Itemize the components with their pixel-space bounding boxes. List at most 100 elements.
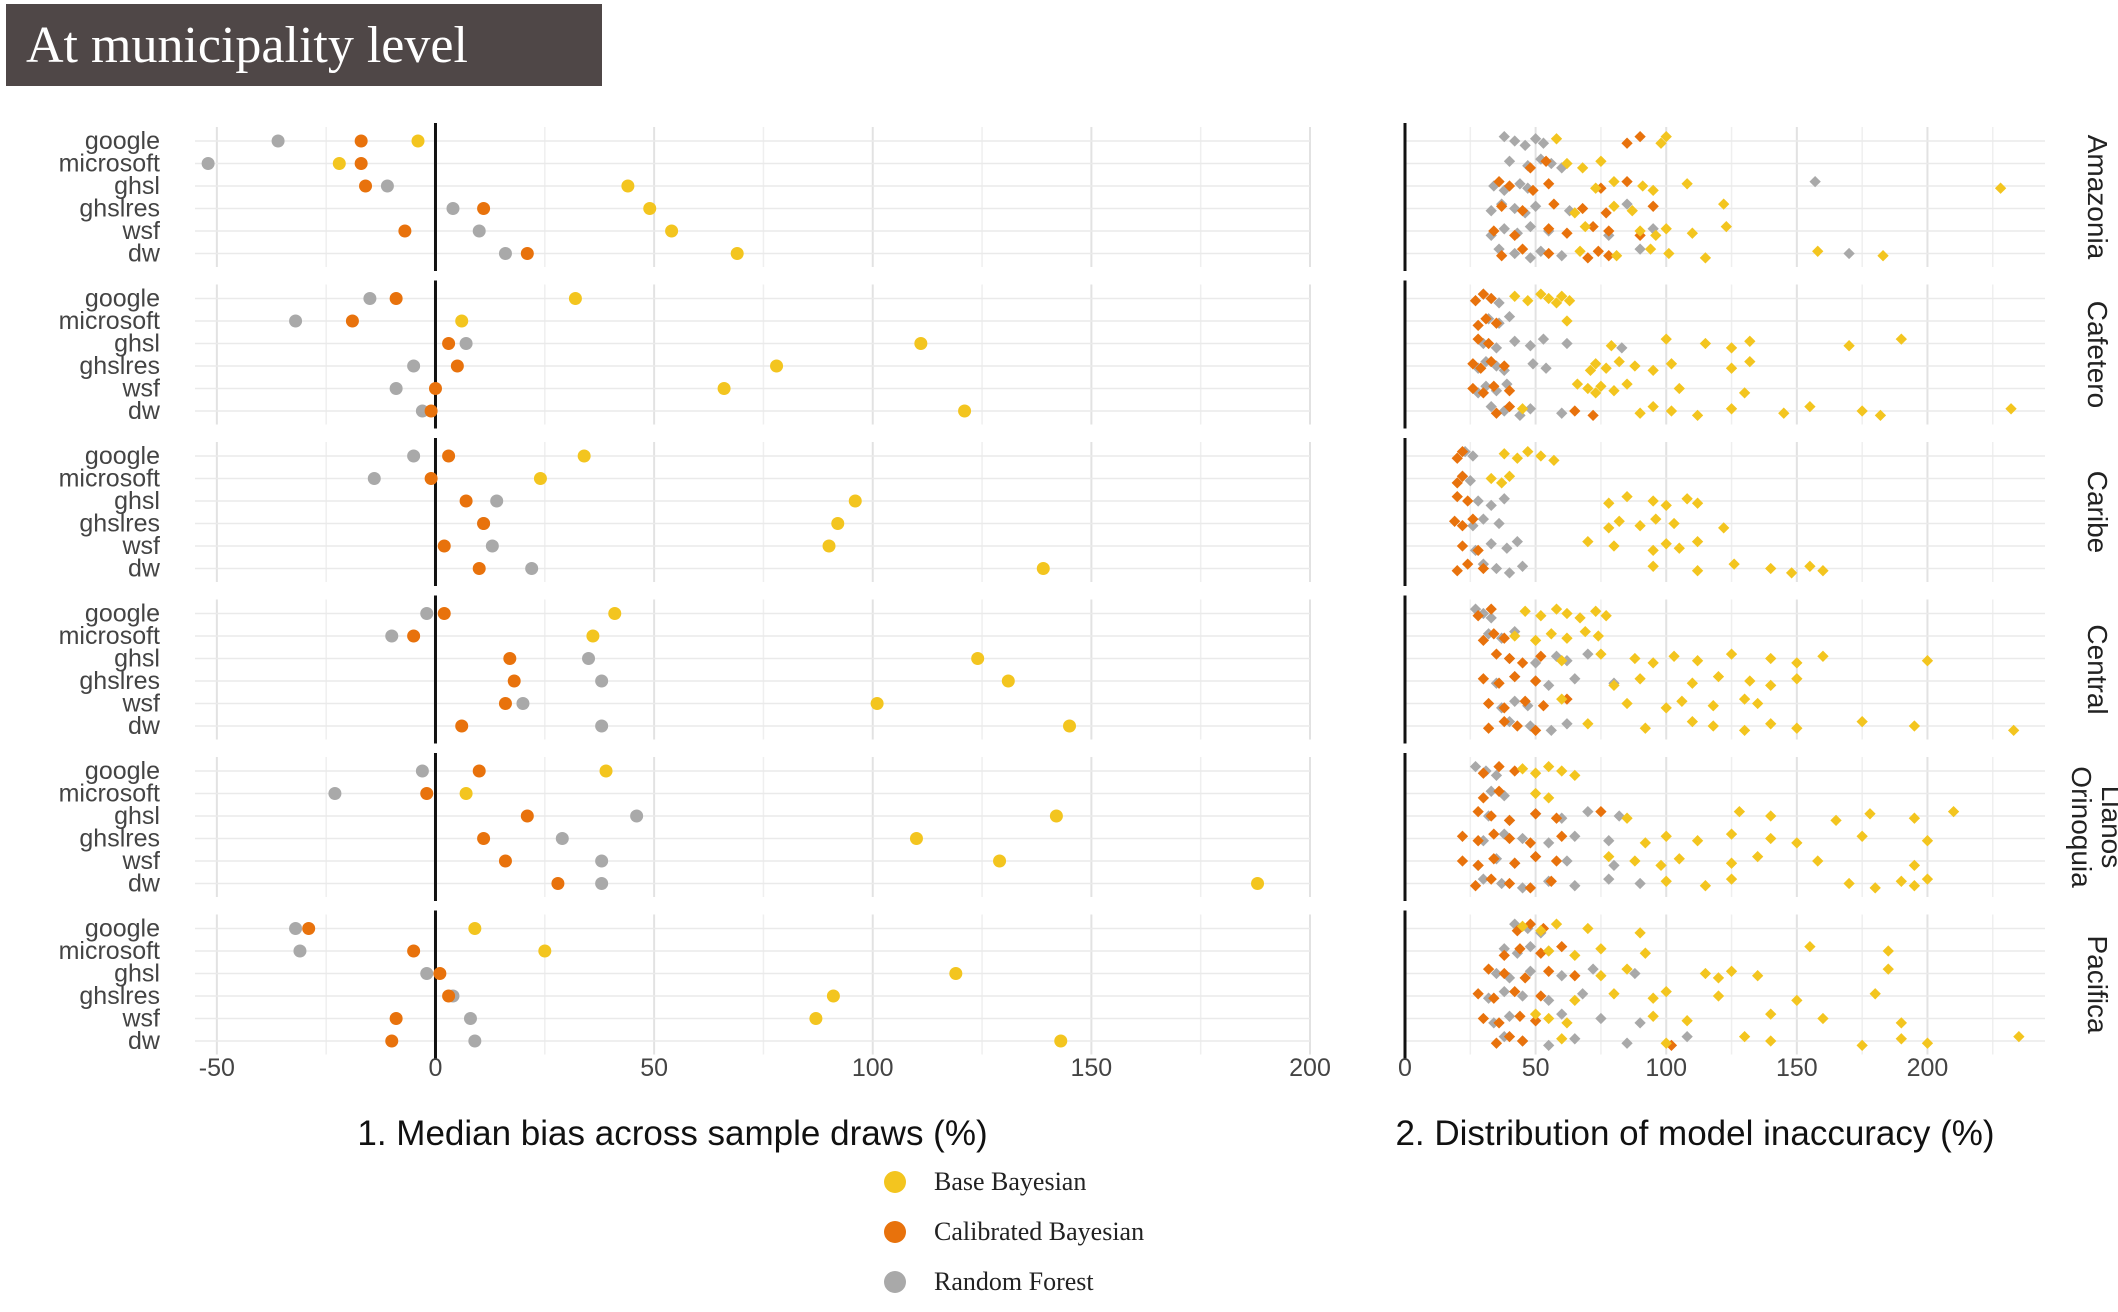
data-point-calibrated-bayesian	[1477, 673, 1490, 685]
data-point-calibrated-bayesian	[1488, 380, 1500, 392]
legend-label-random-forest: Random Forest	[934, 1267, 1094, 1296]
data-point-calibrated-bayesian	[442, 449, 456, 463]
data-point-calibrated-bayesian	[459, 494, 473, 508]
category-label: ghsl	[114, 487, 160, 515]
data-point-base-bayesian	[1639, 837, 1651, 849]
data-point-base-bayesian	[1856, 715, 1868, 728]
data-point-base-bayesian	[1535, 610, 1547, 622]
data-point-base-bayesian	[1691, 535, 1704, 548]
data-point-calibrated-bayesian	[1543, 965, 1555, 977]
category-label: dw	[128, 397, 161, 425]
data-point-base-bayesian	[1691, 835, 1704, 847]
data-point-calibrated-bayesian	[1462, 495, 1474, 507]
data-point-random-forest	[490, 494, 504, 508]
data-point-base-bayesian	[1699, 967, 1712, 980]
data-point-base-bayesian	[1856, 830, 1868, 842]
data-point-calibrated-bayesian	[1556, 940, 1568, 953]
data-point-base-bayesian	[1660, 499, 1672, 512]
x-tick-label: 150	[1071, 1054, 1113, 1082]
category-label: ghslres	[79, 195, 160, 223]
data-point-calibrated-bayesian	[1634, 130, 1646, 143]
category-label: dw	[128, 870, 161, 898]
data-point-calibrated-bayesian	[345, 314, 359, 328]
data-point-base-bayesian	[1725, 965, 1738, 977]
data-point-calibrated-bayesian	[1529, 724, 1542, 737]
data-point-base-bayesian	[1804, 400, 1816, 413]
data-point-base-bayesian	[1738, 724, 1751, 737]
data-point-base-bayesian	[1660, 1037, 1672, 1049]
data-point-base-bayesian	[1535, 288, 1547, 300]
data-point-random-forest	[367, 472, 381, 485]
data-point-calibrated-bayesian	[407, 944, 421, 958]
data-point-base-bayesian	[1686, 677, 1699, 689]
data-point-random-forest	[555, 832, 569, 845]
data-point-calibrated-bayesian	[1498, 967, 1510, 980]
data-point-base-bayesian	[914, 337, 928, 350]
data-point-random-forest	[1543, 994, 1555, 1007]
data-point-calibrated-bayesian	[1537, 700, 1550, 712]
data-point-random-forest	[1809, 175, 1821, 188]
data-point-base-bayesian	[1882, 963, 1894, 975]
data-point-random-forest	[385, 629, 399, 643]
data-point-random-forest	[1498, 943, 1510, 955]
data-point-calibrated-bayesian	[1509, 857, 1521, 869]
data-point-calibrated-bayesian	[1524, 837, 1537, 849]
data-point-base-bayesian	[1744, 355, 1756, 368]
data-point-base-bayesian	[1751, 697, 1764, 710]
data-point-random-forest	[407, 449, 421, 463]
data-point-base-bayesian	[1712, 990, 1725, 1002]
data-point-random-forest	[1524, 965, 1537, 977]
data-point-calibrated-bayesian	[1482, 337, 1495, 350]
category-label: dw	[128, 1027, 161, 1055]
facet-label: Amazonia	[2082, 135, 2113, 260]
data-point-calibrated-bayesian	[1472, 859, 1484, 872]
data-point-calibrated-bayesian	[1488, 225, 1500, 237]
data-point-random-forest	[1493, 297, 1505, 309]
data-point-base-bayesian	[1791, 657, 1803, 669]
data-point-base-bayesian	[1785, 567, 1798, 579]
data-point-random-forest	[1490, 769, 1503, 782]
data-point-base-bayesian	[1673, 542, 1685, 554]
data-point-base-bayesian	[1660, 538, 1672, 550]
data-point-random-forest	[1543, 837, 1555, 849]
data-point-base-bayesian	[1668, 517, 1680, 530]
data-point-calibrated-bayesian	[1451, 477, 1463, 489]
data-point-base-bayesian	[1543, 945, 1555, 957]
data-point-random-forest	[1498, 223, 1510, 235]
data-point-base-bayesian	[1545, 628, 1557, 640]
data-point-calibrated-bayesian	[1509, 229, 1521, 242]
data-point-random-forest	[1503, 310, 1516, 323]
data-point-base-bayesian	[411, 134, 425, 148]
data-point-calibrated-bayesian	[1503, 400, 1516, 413]
data-point-base-bayesian	[1908, 812, 1921, 824]
data-point-random-forest	[1519, 139, 1531, 152]
data-point-random-forest	[1621, 198, 1633, 210]
data-point-calibrated-bayesian	[1498, 360, 1510, 372]
data-point-base-bayesian	[1817, 565, 1829, 577]
data-point-calibrated-bayesian	[1524, 882, 1537, 894]
data-point-random-forest	[630, 809, 644, 823]
data-point-calibrated-bayesian	[1569, 405, 1581, 417]
data-point-base-bayesian	[1673, 382, 1685, 395]
data-point-base-bayesian	[1621, 490, 1633, 503]
data-point-base-bayesian	[1574, 612, 1586, 624]
data-point-random-forest	[1524, 340, 1537, 352]
data-point-random-forest	[525, 562, 539, 575]
data-point-base-bayesian	[1647, 657, 1659, 669]
data-point-calibrated-bayesian	[1600, 207, 1612, 219]
data-point-calibrated-bayesian	[1503, 385, 1516, 397]
data-point-calibrated-bayesian	[1509, 670, 1521, 683]
data-point-calibrated-bayesian	[420, 787, 434, 800]
data-point-random-forest	[595, 877, 609, 890]
data-point-calibrated-bayesian	[1467, 513, 1479, 525]
data-point-base-bayesian	[1744, 675, 1756, 687]
data-point-base-bayesian	[1655, 859, 1667, 872]
data-point-base-bayesian	[1765, 718, 1777, 730]
data-point-calibrated-bayesian	[551, 877, 565, 890]
data-point-base-bayesian	[1895, 875, 1907, 887]
data-point-base-bayesian	[1561, 1017, 1573, 1029]
legend: Base Bayesian Calibrated Bayesian Random…	[880, 1162, 1300, 1302]
data-point-base-bayesian	[1921, 1037, 1934, 1049]
data-point-random-forest	[485, 539, 499, 553]
data-point-random-forest	[407, 359, 421, 373]
